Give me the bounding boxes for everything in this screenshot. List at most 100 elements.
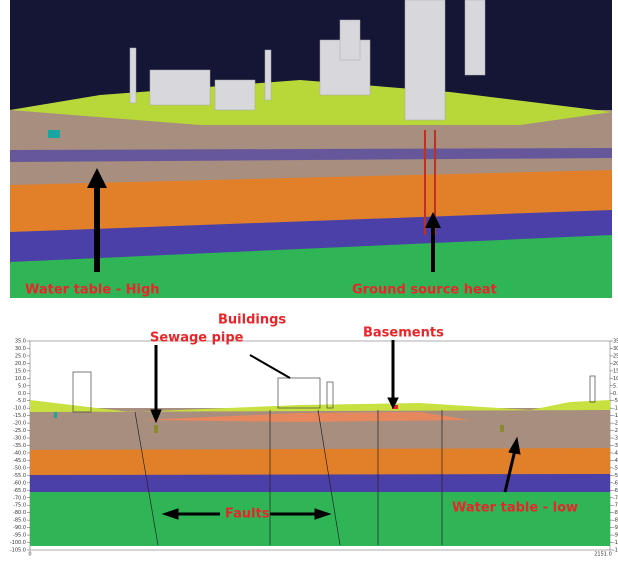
buildings [129,0,486,121]
x-tick-label: 0 [28,552,31,558]
y-tick-label: -15.0 [613,413,618,419]
building [277,377,321,409]
y-tick-label: -25.0 [13,428,26,434]
y-tick-label: 30.0 [15,346,26,352]
y-tick-label: -100.0 [613,540,618,546]
y-tick-label: -70.0 [13,495,26,501]
arrow-head [150,409,162,424]
faults [134,409,443,546]
y-tick-label: -35.0 [613,443,618,449]
y-tick-label: -10.0 [613,406,618,412]
building [464,0,486,76]
y-tick-label: 0.0 [18,391,26,397]
y-tick-label: -80.0 [13,510,26,516]
label: Buildings [218,313,286,328]
y-tick-label: 10.0 [15,376,26,382]
y-tick-label: -25.0 [613,428,618,434]
y-tick-label: -35.0 [13,443,26,449]
buildings [72,371,596,413]
y-tick-label: -5.0 [16,398,26,404]
building [339,19,361,61]
y-tick-label: -75.0 [13,503,26,509]
y-tick-label: -50.0 [613,465,618,471]
y-tick-label: -100.0 [10,540,26,546]
y-tick-label: -90.0 [13,525,26,531]
layer-purple [30,472,610,492]
y-tick-label: 5.0 [18,383,26,389]
y-tick-label: -15.0 [13,413,26,419]
y-tick-label: -20.0 [613,421,618,427]
y-tick-label: 20.0 [613,361,618,367]
y-tick-label: -75.0 [613,503,618,509]
label: Ground source heat [352,283,497,298]
y-tick-label: -55.0 [13,473,26,479]
label: Basements [363,326,444,341]
building [326,381,334,409]
x-tick-label: 2151.0 [594,552,612,558]
y-tick-label: -45.0 [613,458,618,464]
arrow-head [425,212,441,228]
model-view: Water table - High Ground source heat [10,0,612,298]
y-tick-label: -70.0 [613,495,618,501]
y-tick-label: -90.0 [613,525,618,531]
y-tick-label: -40.0 [13,450,26,456]
label: Faults [225,507,270,522]
layer-green [30,490,610,546]
y-tick-label: -55.0 [613,473,618,479]
building [214,79,256,111]
arrow-head [87,168,107,188]
arrow [503,449,517,493]
y-tick-label: -95.0 [613,533,618,539]
y-tick-label: -85.0 [613,518,618,524]
section: Sewage pipe Buildings Basements Faults W… [10,313,618,558]
building [589,375,596,403]
y-tick-label: 30.0 [613,346,618,352]
pipe-marker [48,130,60,138]
sewage-pipe [154,425,158,433]
pipe-marker [54,412,57,418]
arrow-head [387,397,399,410]
y-tick-label: 20.0 [15,361,26,367]
y-tick-label: 35.0 [613,339,618,345]
building [264,49,272,101]
y-tick-label: -40.0 [613,450,618,456]
y-tick-label: -45.0 [13,458,26,464]
y-tick-label: -85.0 [13,518,26,524]
y-tick-label: -30.0 [13,436,26,442]
arrow-head [314,508,332,520]
label: Water table - low [452,501,578,516]
y-tick-label: -65.0 [13,488,26,494]
y-tick-label: 5.0 [613,383,618,389]
y-tick-label: -60.0 [13,480,26,486]
y-tick-label: 0.0 [613,391,618,397]
layer-orange [30,446,610,475]
y-tick-label: -30.0 [613,436,618,442]
y-tick-label: 15.0 [613,368,618,374]
y-tick-label: 25.0 [613,353,618,359]
y-tick-label: -65.0 [613,488,618,494]
y-ticks: 35.035.030.030.025.025.020.020.015.015.0… [10,339,618,554]
arrow-head [508,436,521,455]
label: Water table - High [25,283,160,298]
made-ground [140,412,470,422]
y-tick-label: -60.0 [613,480,618,486]
y-tick-label: -10.0 [13,406,26,412]
fault [134,411,159,546]
y-tick-label: 15.0 [15,368,26,374]
layer-brown [10,110,612,185]
basement [392,405,398,409]
label: Sewage pipe [150,331,244,346]
y-tick-label: -50.0 [13,465,26,471]
layer-thin-purple [10,148,612,162]
y-tick-label: -5.0 [613,398,618,404]
layer-green [10,230,612,298]
building [72,371,92,413]
y-tick-label: -20.0 [13,421,26,427]
arrow [249,354,291,379]
building [149,69,211,106]
layer-orange [10,165,612,232]
y-tick-label: 25.0 [15,353,26,359]
y-tick-label: -95.0 [13,533,26,539]
arrows [150,340,521,520]
